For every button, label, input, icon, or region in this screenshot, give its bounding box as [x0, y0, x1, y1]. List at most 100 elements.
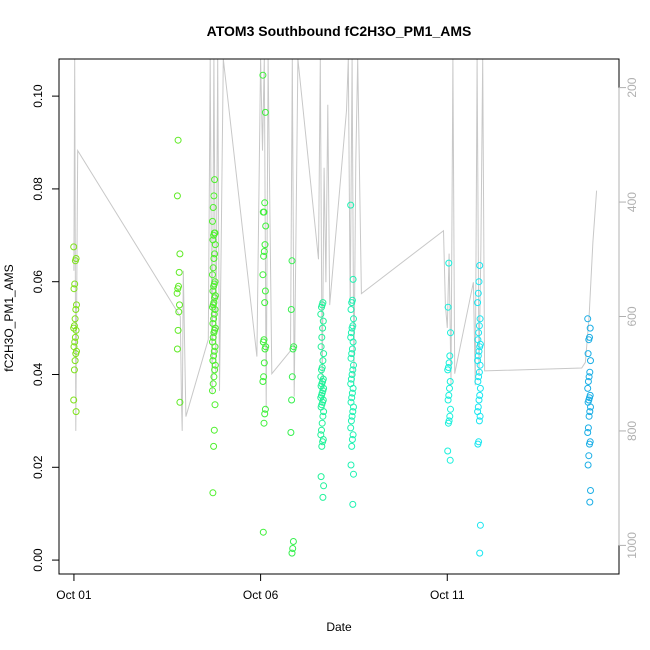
- data-point: [261, 287, 269, 295]
- right-tick-label: 800: [625, 421, 639, 441]
- data-point: [261, 345, 269, 353]
- data-point: [210, 347, 218, 355]
- data-point: [348, 350, 356, 358]
- data-point: [476, 262, 484, 269]
- data-point: [288, 373, 296, 381]
- data-point: [318, 426, 325, 434]
- data-point: [211, 306, 219, 313]
- data-point: [347, 375, 355, 383]
- plot-frame: [58, 58, 620, 575]
- data-point: [261, 199, 269, 207]
- data-point: [586, 324, 594, 332]
- data-point: [210, 315, 218, 323]
- data-point: [475, 373, 483, 381]
- data-point: [73, 301, 80, 309]
- data-point: [176, 398, 184, 406]
- data-point: [476, 343, 484, 351]
- data-point: [476, 549, 484, 557]
- data-point: [446, 378, 454, 385]
- data-point: [476, 315, 484, 323]
- data-point: [210, 329, 218, 337]
- y-tick-label: 0.10: [31, 84, 45, 108]
- data-point: [347, 424, 355, 432]
- data-point: [318, 303, 325, 311]
- data-point: [211, 176, 219, 184]
- data-point: [72, 306, 80, 313]
- data-point: [211, 294, 219, 302]
- data-point: [209, 264, 217, 272]
- data-point: [72, 408, 80, 416]
- data-point: [259, 71, 267, 79]
- data-point: [318, 366, 325, 374]
- data-point: [584, 350, 592, 358]
- data-point: [173, 192, 181, 200]
- data-point: [475, 278, 483, 286]
- data-point: [173, 289, 181, 297]
- data-point: [70, 324, 78, 332]
- data-point: [348, 436, 356, 443]
- data-point: [71, 333, 79, 341]
- right-tick-label: 1000: [625, 532, 639, 559]
- data-point: [210, 442, 218, 450]
- data-point: [210, 255, 218, 262]
- data-point: [347, 329, 355, 337]
- data-point: [289, 345, 297, 353]
- data-point: [350, 361, 357, 369]
- data-point: [475, 396, 483, 404]
- data-point: [349, 384, 357, 392]
- data-point: [289, 545, 297, 552]
- data-point: [445, 259, 453, 267]
- data-point: [260, 252, 268, 260]
- data-point: [348, 389, 356, 397]
- data-point: [587, 403, 594, 411]
- data-point: [447, 405, 454, 413]
- data-point: [175, 308, 183, 316]
- data-point: [288, 549, 296, 557]
- data-point: [71, 257, 79, 265]
- data-point: [444, 366, 452, 374]
- data-point: [586, 440, 593, 448]
- data-point: [319, 324, 327, 332]
- data-point: [211, 241, 219, 249]
- data-point: [349, 338, 357, 346]
- data-point: [587, 487, 594, 494]
- data-point: [287, 306, 295, 313]
- data-point: [444, 396, 452, 404]
- data-point: [587, 357, 594, 365]
- data-point: [318, 333, 326, 341]
- data-point: [210, 231, 218, 239]
- data-point: [318, 419, 326, 427]
- x-tick-label: Oct 11: [430, 588, 465, 602]
- data-point: [210, 310, 218, 318]
- right-axis: 200 400 600 800 1000: [618, 77, 639, 559]
- data-point: [319, 317, 327, 325]
- data-point: [348, 442, 356, 450]
- data-point: [350, 403, 357, 411]
- data-point: [211, 343, 219, 351]
- data-point: [444, 419, 452, 427]
- data-point: [210, 282, 218, 290]
- data-point: [319, 493, 327, 501]
- data-point: [348, 371, 356, 378]
- data-point: [349, 500, 357, 508]
- data-point: [71, 315, 79, 323]
- data-point: [586, 368, 594, 376]
- data-point: [261, 405, 269, 413]
- data-point: [72, 326, 80, 334]
- x-axis: Oct 01 Oct 06 Oct 11: [56, 573, 465, 602]
- data-point: [585, 452, 593, 460]
- data-point: [476, 384, 484, 392]
- data-point: [174, 326, 182, 334]
- data-point: [347, 417, 355, 425]
- scatter-points: [70, 71, 594, 557]
- y-tick-label: 0.08: [31, 177, 45, 201]
- data-point: [211, 250, 219, 258]
- data-point: [476, 521, 484, 529]
- data-point: [70, 396, 78, 404]
- data-point: [349, 431, 357, 439]
- data-point: [320, 482, 328, 490]
- data-point: [288, 396, 296, 404]
- data-point: [262, 222, 270, 230]
- x-axis-label: Date: [326, 620, 352, 634]
- data-point: [474, 440, 482, 448]
